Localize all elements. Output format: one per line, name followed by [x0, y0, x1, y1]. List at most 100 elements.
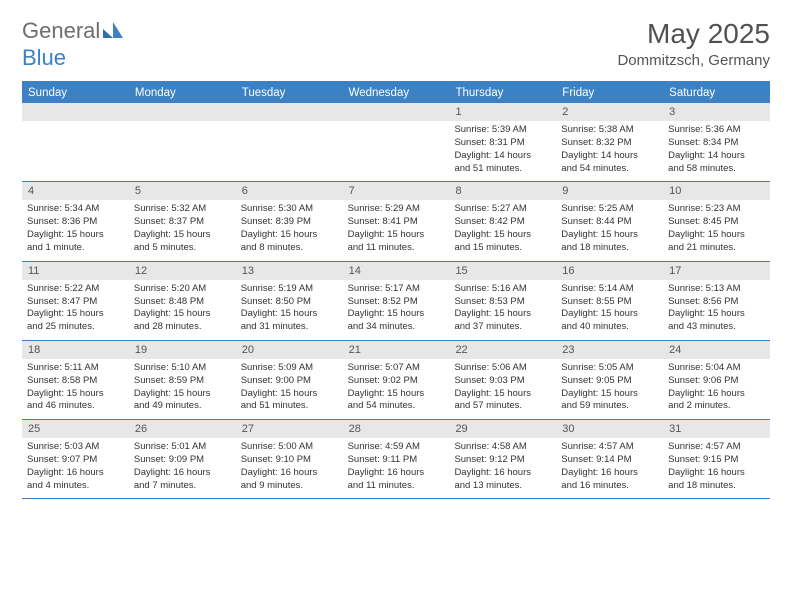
logo-text-2: Blue [22, 45, 66, 70]
daylight-text-2: and 5 minutes. [134, 242, 231, 255]
daylight-text-1: Daylight: 16 hours [668, 467, 765, 480]
logo-text: General Blue [22, 18, 124, 71]
daylight-text-1: Daylight: 15 hours [27, 229, 124, 242]
daynum-row: 18192021222324 [22, 341, 770, 359]
sunset-text: Sunset: 8:56 PM [668, 296, 765, 309]
sunset-text: Sunset: 9:02 PM [348, 375, 445, 388]
day-number: 21 [343, 341, 450, 359]
sunrise-text: Sunrise: 5:19 AM [241, 283, 338, 296]
day-number [236, 103, 343, 121]
day-number: 3 [663, 103, 770, 121]
day-cell: Sunrise: 5:29 AMSunset: 8:41 PMDaylight:… [343, 200, 450, 260]
day-number: 1 [449, 103, 556, 121]
sunset-text: Sunset: 8:47 PM [27, 296, 124, 309]
daylight-text-2: and 9 minutes. [241, 480, 338, 493]
sunset-text: Sunset: 8:32 PM [561, 137, 658, 150]
daynum-row: 123 [22, 103, 770, 121]
day-cell: Sunrise: 5:34 AMSunset: 8:36 PMDaylight:… [22, 200, 129, 260]
sail-icon [102, 19, 124, 45]
daylight-text-1: Daylight: 15 hours [27, 388, 124, 401]
daylight-text-2: and 15 minutes. [454, 242, 551, 255]
logo: General Blue [22, 18, 124, 71]
sunrise-text: Sunrise: 5:14 AM [561, 283, 658, 296]
daylight-text-1: Daylight: 15 hours [454, 388, 551, 401]
daylight-text-1: Daylight: 15 hours [348, 308, 445, 321]
sunrise-text: Sunrise: 5:03 AM [27, 441, 124, 454]
sunset-text: Sunset: 9:00 PM [241, 375, 338, 388]
day-number: 25 [22, 420, 129, 438]
logo-text-1: General [22, 18, 100, 43]
title-block: May 2025 Dommitzsch, Germany [617, 18, 770, 69]
daylight-text-1: Daylight: 15 hours [561, 388, 658, 401]
sunrise-text: Sunrise: 5:16 AM [454, 283, 551, 296]
month-title: May 2025 [617, 18, 770, 50]
sunset-text: Sunset: 8:59 PM [134, 375, 231, 388]
day-body-row: Sunrise: 5:34 AMSunset: 8:36 PMDaylight:… [22, 200, 770, 260]
daylight-text-2: and 46 minutes. [27, 400, 124, 413]
dow-wednesday: Wednesday [343, 83, 450, 103]
calendar-page: General Blue May 2025 Dommitzsch, German… [0, 0, 792, 509]
daylight-text-2: and 54 minutes. [348, 400, 445, 413]
sunset-text: Sunset: 9:15 PM [668, 454, 765, 467]
daylight-text-2: and 51 minutes. [241, 400, 338, 413]
day-cell: Sunrise: 5:39 AMSunset: 8:31 PMDaylight:… [449, 121, 556, 181]
dow-friday: Friday [556, 83, 663, 103]
daynum-row: 25262728293031 [22, 420, 770, 438]
daylight-text-1: Daylight: 15 hours [134, 388, 231, 401]
day-number: 20 [236, 341, 343, 359]
day-cell: Sunrise: 5:25 AMSunset: 8:44 PMDaylight:… [556, 200, 663, 260]
daylight-text-1: Daylight: 15 hours [454, 308, 551, 321]
sunrise-text: Sunrise: 5:09 AM [241, 362, 338, 375]
week-2: 45678910Sunrise: 5:34 AMSunset: 8:36 PMD… [22, 182, 770, 261]
daylight-text-2: and 57 minutes. [454, 400, 551, 413]
daylight-text-1: Daylight: 14 hours [561, 150, 658, 163]
sunset-text: Sunset: 8:50 PM [241, 296, 338, 309]
day-number: 26 [129, 420, 236, 438]
header: General Blue May 2025 Dommitzsch, German… [22, 18, 770, 71]
day-number: 9 [556, 182, 663, 200]
daylight-text-1: Daylight: 15 hours [348, 229, 445, 242]
daylight-text-2: and 2 minutes. [668, 400, 765, 413]
week-3: 11121314151617Sunrise: 5:22 AMSunset: 8:… [22, 262, 770, 341]
dow-tuesday: Tuesday [236, 83, 343, 103]
day-number: 2 [556, 103, 663, 121]
daylight-text-1: Daylight: 15 hours [241, 229, 338, 242]
daylight-text-1: Daylight: 15 hours [241, 308, 338, 321]
daylight-text-1: Daylight: 16 hours [27, 467, 124, 480]
sunset-text: Sunset: 9:06 PM [668, 375, 765, 388]
day-cell: Sunrise: 5:36 AMSunset: 8:34 PMDaylight:… [663, 121, 770, 181]
day-number: 11 [22, 262, 129, 280]
day-number: 29 [449, 420, 556, 438]
day-body-row: Sunrise: 5:22 AMSunset: 8:47 PMDaylight:… [22, 280, 770, 340]
day-body-row: Sunrise: 5:39 AMSunset: 8:31 PMDaylight:… [22, 121, 770, 181]
sunrise-text: Sunrise: 5:27 AM [454, 203, 551, 216]
day-cell: Sunrise: 5:19 AMSunset: 8:50 PMDaylight:… [236, 280, 343, 340]
day-body-row: Sunrise: 5:11 AMSunset: 8:58 PMDaylight:… [22, 359, 770, 419]
day-number [129, 103, 236, 121]
sunset-text: Sunset: 8:52 PM [348, 296, 445, 309]
week-1: 123Sunrise: 5:39 AMSunset: 8:31 PMDaylig… [22, 103, 770, 182]
day-number: 27 [236, 420, 343, 438]
day-cell: Sunrise: 4:57 AMSunset: 9:15 PMDaylight:… [663, 438, 770, 498]
sunrise-text: Sunrise: 4:59 AM [348, 441, 445, 454]
daylight-text-2: and 11 minutes. [348, 242, 445, 255]
sunrise-text: Sunrise: 5:11 AM [27, 362, 124, 375]
daylight-text-1: Daylight: 15 hours [348, 388, 445, 401]
day-number: 17 [663, 262, 770, 280]
sunset-text: Sunset: 9:11 PM [348, 454, 445, 467]
daylight-text-2: and 4 minutes. [27, 480, 124, 493]
daylight-text-2: and 54 minutes. [561, 163, 658, 176]
day-cell: Sunrise: 4:57 AMSunset: 9:14 PMDaylight:… [556, 438, 663, 498]
day-number: 24 [663, 341, 770, 359]
day-cell: Sunrise: 5:00 AMSunset: 9:10 PMDaylight:… [236, 438, 343, 498]
sunset-text: Sunset: 8:53 PM [454, 296, 551, 309]
sunrise-text: Sunrise: 5:39 AM [454, 124, 551, 137]
sunrise-text: Sunrise: 5:17 AM [348, 283, 445, 296]
sunset-text: Sunset: 9:14 PM [561, 454, 658, 467]
day-number: 13 [236, 262, 343, 280]
sunset-text: Sunset: 9:03 PM [454, 375, 551, 388]
daylight-text-2: and 25 minutes. [27, 321, 124, 334]
dow-monday: Monday [129, 83, 236, 103]
sunset-text: Sunset: 8:48 PM [134, 296, 231, 309]
day-cell: Sunrise: 4:58 AMSunset: 9:12 PMDaylight:… [449, 438, 556, 498]
